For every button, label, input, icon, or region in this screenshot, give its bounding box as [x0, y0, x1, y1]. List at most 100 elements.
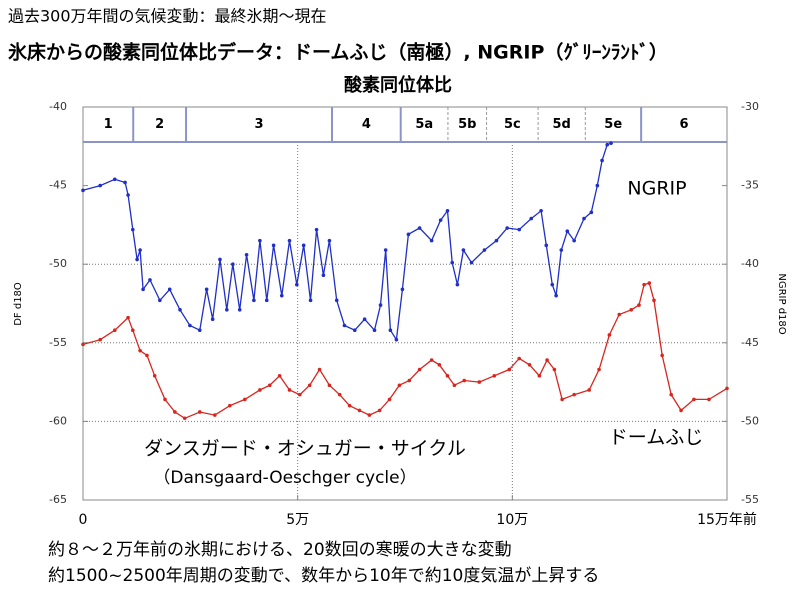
data-point [455, 282, 460, 287]
data-point [298, 392, 302, 397]
footer-line1: 約８〜２万年前の氷期における、20数回の寒暖の大きな変動 [48, 540, 512, 560]
y2-tick-label: -45 [741, 336, 759, 349]
data-point [131, 328, 135, 333]
data-point [317, 367, 322, 372]
data-point [237, 307, 242, 312]
data-point [637, 303, 641, 307]
data-point [572, 238, 576, 243]
data-point [167, 287, 172, 292]
data-point [450, 260, 455, 265]
data-point [527, 363, 532, 367]
data-point [462, 378, 467, 383]
data-point [642, 282, 646, 287]
data-point [197, 410, 202, 414]
data-point [123, 180, 127, 185]
data-point [492, 374, 497, 378]
data-point [660, 353, 664, 358]
data-point [517, 227, 522, 232]
footer-line2: 約1500~2500年周期の変動で、数年から10年で約10度気温が上昇する [48, 566, 599, 586]
data-point [357, 408, 362, 413]
annotation: ダンスガード・オシュガー・サイクル [144, 438, 466, 460]
data-point [679, 408, 683, 413]
y2-tick-label: -40 [741, 257, 759, 270]
data-point [725, 386, 729, 391]
data-point [400, 287, 405, 292]
series-line [82, 142, 612, 342]
data-point [417, 367, 422, 372]
stage-label: 4 [362, 117, 371, 132]
data-point [652, 298, 656, 303]
data-point [394, 337, 399, 342]
data-point [218, 257, 222, 262]
data-point [307, 383, 312, 388]
data-point [148, 278, 152, 282]
y-tick-label: -65 [49, 493, 67, 506]
chart-title: 酸素同位体比 [344, 74, 452, 96]
data-point [204, 287, 209, 292]
data-point [138, 248, 142, 252]
data-point [600, 158, 604, 163]
data-point [565, 229, 570, 233]
stage-label: 6 [680, 117, 689, 132]
data-point [163, 397, 167, 402]
data-point [152, 374, 157, 378]
data-point [559, 248, 564, 252]
data-point [554, 293, 558, 298]
stage-label: 3 [255, 117, 264, 132]
y-tick-label: -60 [49, 414, 67, 427]
y-tick-label: -45 [49, 179, 67, 192]
data-point [587, 388, 591, 392]
data-point [445, 374, 450, 378]
data-point [342, 323, 347, 328]
x-tick-label: 5万 [286, 512, 309, 528]
data-point [469, 260, 474, 265]
data-point [352, 328, 357, 333]
data-point [231, 262, 235, 267]
data-point [494, 238, 499, 243]
data-point [321, 273, 326, 278]
x-tick-label: 10万 [496, 512, 528, 528]
data-point [264, 298, 269, 303]
data-point [112, 328, 117, 333]
data-point [131, 227, 135, 232]
data-point [135, 257, 139, 262]
data-point [295, 282, 299, 287]
data-point [98, 337, 102, 342]
data-point [126, 315, 130, 320]
data-point [182, 416, 187, 421]
y2-tick-label: -35 [741, 179, 759, 192]
data-point [452, 383, 457, 388]
data-point [378, 303, 383, 307]
data-point [589, 210, 594, 215]
y-tick-label: -40 [49, 100, 67, 113]
data-point [406, 232, 411, 237]
y-axis-label: DF d18O [13, 282, 24, 326]
data-point [228, 403, 232, 408]
data-point [477, 380, 482, 384]
stage-label: 1 [104, 117, 113, 132]
data-point [314, 227, 319, 232]
data-point [387, 397, 392, 402]
legend-label: ドームふじ [609, 427, 703, 449]
data-point [327, 383, 332, 388]
data-point [158, 298, 162, 303]
data-point [258, 388, 262, 392]
y2-tick-label: -30 [741, 100, 759, 113]
data-point [545, 358, 549, 362]
data-point [252, 298, 256, 303]
data-point [367, 413, 372, 417]
data-point [258, 238, 262, 243]
data-point [383, 248, 388, 252]
data-point [617, 312, 622, 317]
data-point [81, 188, 85, 193]
header-line2: 氷床からの酸素同位体比データ：ドームふじ（南極）, NGRIP（ｸﾞﾘｰﾝﾗﾝﾄ… [8, 41, 668, 64]
x-tick-label: 15万年前 [697, 511, 757, 528]
data-point [407, 378, 412, 383]
header-line1: 過去300万年間の気候変動：最終氷期〜現在 [8, 7, 327, 26]
data-point [417, 226, 422, 230]
data-point [397, 383, 402, 388]
data-point [445, 208, 450, 213]
data-point [482, 248, 487, 252]
y2-tick-label: -55 [741, 493, 759, 506]
